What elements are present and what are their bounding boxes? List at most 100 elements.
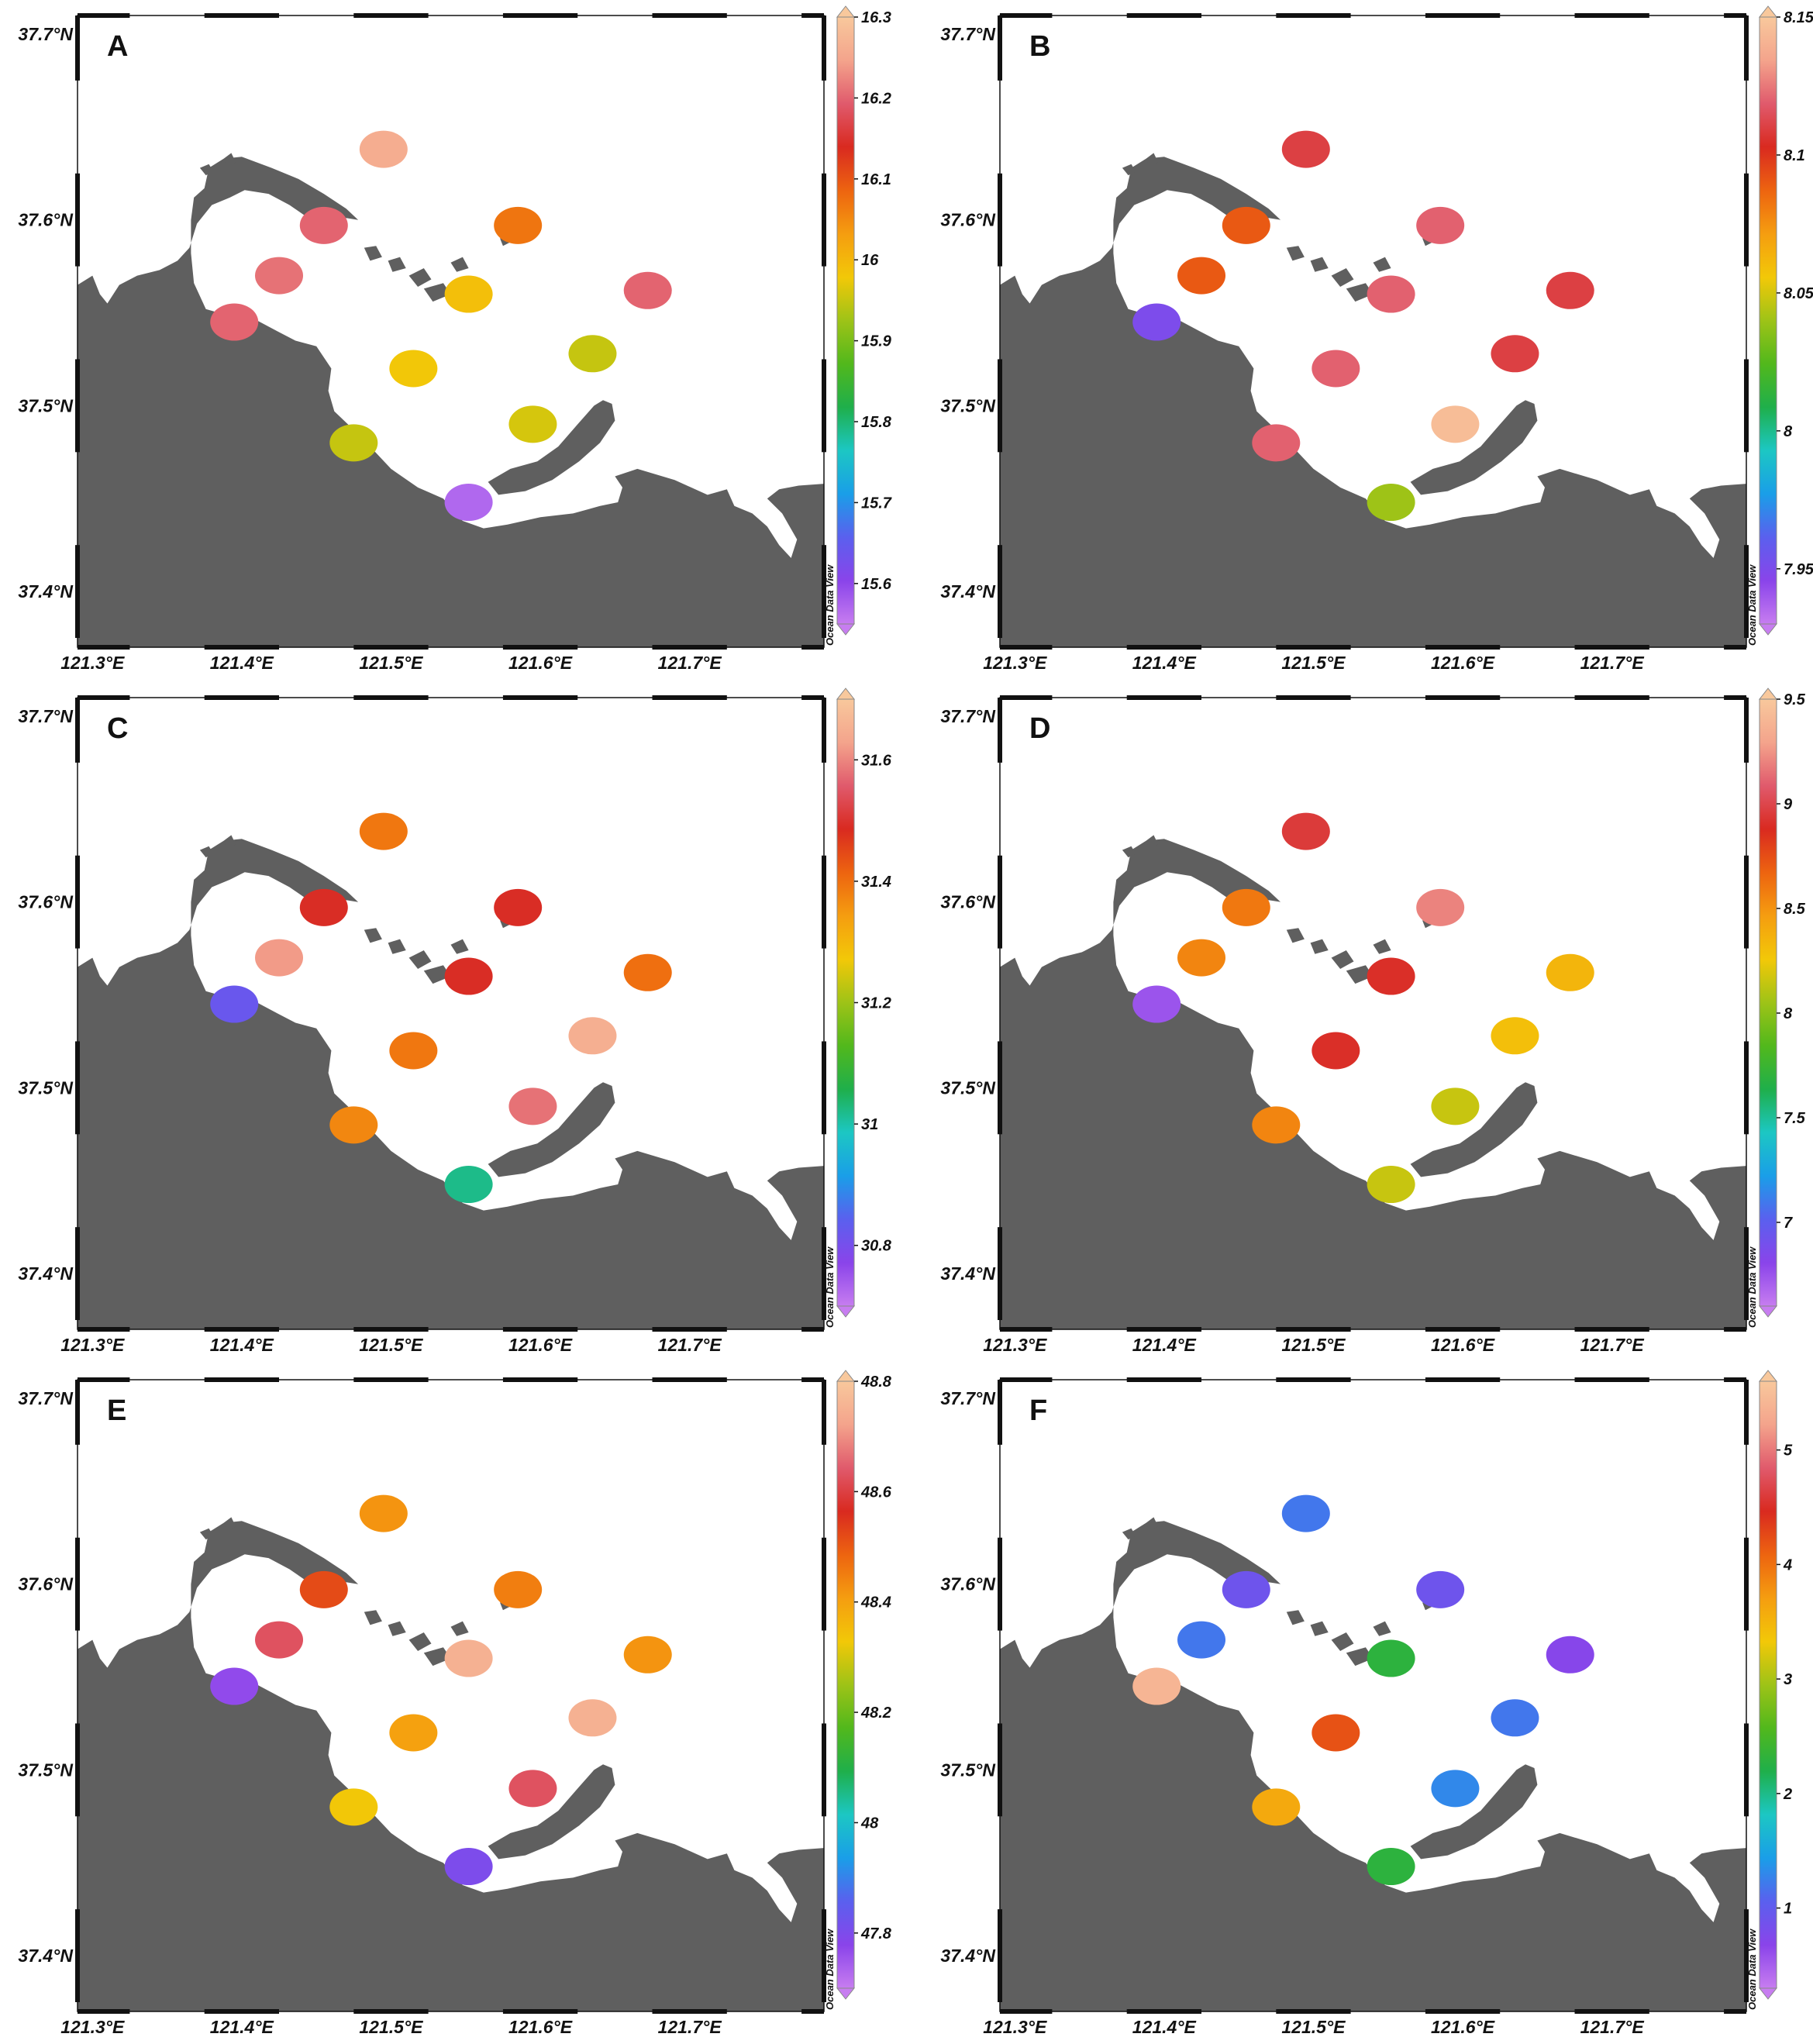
- colorbar-tick-label: 15.7: [861, 495, 892, 512]
- colorbar-tick-label: 48: [860, 1815, 879, 1832]
- frame-segment: [204, 1327, 280, 1332]
- map-frame: [999, 1379, 1747, 2012]
- x-tick-label: 121.7°E: [658, 2017, 722, 2037]
- y-tick-label: 37.5°N: [940, 1760, 995, 1780]
- station-marker: [444, 1639, 493, 1677]
- station-marker: [1281, 1494, 1330, 1532]
- frame-segment: [1744, 545, 1749, 639]
- frame-segment: [75, 1909, 80, 2003]
- frame-segment: [1724, 1327, 1746, 1332]
- map-panel-e: 121.3°E 121.4°E 121.5°E 121.6°E 121.7°E 37.4°…: [0, 1364, 915, 2039]
- station-marker: [1252, 424, 1301, 462]
- station-marker: [1546, 271, 1594, 309]
- peninsula-land: [1410, 1764, 1538, 1860]
- frame-segment: [822, 1537, 826, 1631]
- frame-segment: [1724, 645, 1746, 650]
- island: [450, 1621, 469, 1636]
- y-tick-label: 37.5°N: [18, 395, 73, 415]
- frame-segment: [502, 2009, 578, 2014]
- station-marker: [444, 484, 493, 522]
- island: [423, 1647, 451, 1667]
- frame-segment: [1574, 1327, 1649, 1332]
- x-tick-label: 121.7°E: [1580, 2017, 1645, 2037]
- x-tick-label: 121.5°E: [1281, 1335, 1346, 1355]
- station-marker: [210, 303, 259, 341]
- station-marker: [329, 1788, 378, 1826]
- island: [364, 246, 382, 261]
- frame-segment: [1000, 645, 1053, 650]
- frame-segment: [822, 1041, 826, 1135]
- colorbar-tick-label: 15.6: [861, 576, 892, 593]
- frame-segment: [822, 855, 826, 949]
- station-marker: [1222, 1570, 1270, 1608]
- frame-segment: [822, 359, 826, 453]
- colorbar-top-arrow: [1758, 688, 1778, 700]
- x-tick-label: 121.3°E: [60, 653, 125, 673]
- mainland-land: [78, 1521, 824, 2011]
- frame-segment: [1724, 695, 1746, 700]
- y-tick-label: 37.6°N: [940, 210, 995, 230]
- frame-segment: [801, 1377, 824, 1382]
- colorbar-tick-label: 48.6: [860, 1484, 892, 1501]
- frame-segment: [1744, 1723, 1749, 1817]
- station-marker: [1177, 939, 1226, 977]
- y-tick-label: 37.4°N: [18, 1946, 73, 1966]
- island: [1122, 164, 1136, 176]
- y-tick-label: 37.4°N: [18, 1263, 73, 1284]
- colorbar-tick-label: 5: [1784, 1443, 1793, 1460]
- map-svg: 121.3°E 121.4°E 121.5°E 121.6°E 121.7°E 37.4°…: [18, 1370, 892, 2037]
- station-marker: [255, 939, 304, 977]
- station-marker: [359, 1494, 408, 1532]
- colorbar-tick-label: 8.1: [1784, 147, 1805, 164]
- island: [1286, 1610, 1305, 1625]
- panel-letter: C: [107, 712, 128, 745]
- frame-segment: [75, 1227, 80, 1321]
- colorbar-tick-label: 31.2: [861, 995, 891, 1012]
- frame-segment: [78, 1327, 130, 1332]
- frame-segment: [998, 173, 1002, 267]
- x-tick-label: 121.4°E: [1132, 1335, 1197, 1355]
- colorbar: [836, 1380, 855, 1989]
- y-tick-label: 37.7°N: [18, 24, 73, 44]
- frame-segment: [502, 645, 578, 650]
- station-marker: [494, 888, 543, 926]
- panel-letter: B: [1029, 30, 1050, 63]
- frame-segment: [1744, 173, 1749, 267]
- station-marker: [1367, 1166, 1415, 1204]
- island: [1346, 965, 1374, 984]
- colorbar-tick-label: 8.05: [1784, 285, 1813, 302]
- frame-segment: [502, 1327, 578, 1332]
- map-svg: 121.3°E 121.4°E 121.5°E 121.6°E 121.7°E 37.4°…: [940, 5, 1813, 673]
- peninsula-land: [1410, 1082, 1538, 1177]
- island: [423, 283, 451, 302]
- frame-segment: [652, 1327, 727, 1332]
- y-tick-label: 37.7°N: [940, 24, 995, 44]
- station-marker: [359, 812, 408, 850]
- frame-segment: [1744, 1041, 1749, 1135]
- colorbar-tick-label: 7: [1784, 1215, 1793, 1232]
- y-tick-label: 37.5°N: [940, 395, 995, 415]
- frame-segment: [1276, 645, 1351, 650]
- frame-segment: [1276, 2009, 1351, 2014]
- frame-segment: [998, 1909, 1002, 2003]
- frame-segment: [1000, 2009, 1053, 2014]
- panel-letter: A: [107, 30, 128, 63]
- island: [423, 965, 451, 984]
- frame-segment: [204, 13, 280, 18]
- frame-segment: [353, 645, 429, 650]
- frame-segment: [353, 13, 429, 18]
- station-marker: [444, 1848, 493, 1886]
- colorbar-tick-label: 8.5: [1784, 901, 1806, 918]
- station-marker: [1367, 957, 1415, 995]
- island: [1373, 1621, 1391, 1636]
- frame-segment: [1574, 13, 1649, 18]
- station-marker: [1132, 985, 1181, 1023]
- colorbar-top-arrow: [1758, 1370, 1778, 1382]
- frame-segment: [801, 695, 824, 700]
- station-marker: [1546, 953, 1594, 991]
- station-marker: [444, 275, 493, 313]
- frame-segment: [652, 695, 727, 700]
- island: [408, 1632, 432, 1651]
- frame-segment: [998, 16, 1002, 81]
- frame-segment: [822, 545, 826, 639]
